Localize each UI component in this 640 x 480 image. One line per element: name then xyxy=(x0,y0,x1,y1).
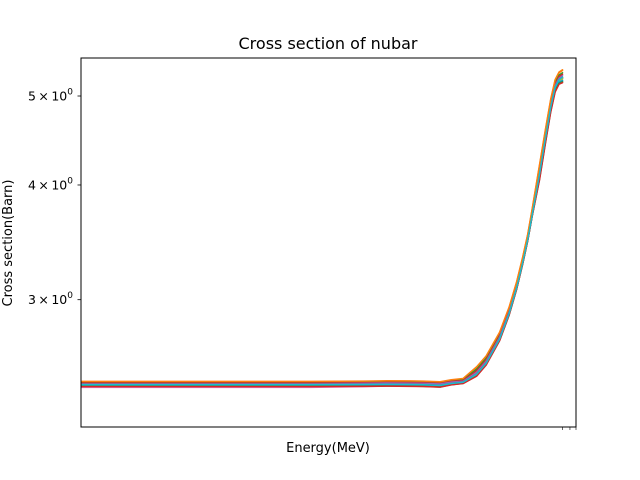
series-line-12 xyxy=(81,69,564,383)
y-tick-label: 5 × 100 xyxy=(28,88,73,104)
series-line-14 xyxy=(81,76,564,387)
x-axis xyxy=(562,427,577,430)
y-axis: 3 × 100 4 × 100 5 × 100 xyxy=(28,88,81,307)
y-tick-label: 3 × 100 xyxy=(28,291,73,307)
chart-title: Cross section of nubar xyxy=(239,34,418,53)
x-axis-label: Energy(MeV) xyxy=(286,441,370,456)
y-tick-label: 4 × 100 xyxy=(28,176,73,192)
y-axis-label: Cross section(Barn) xyxy=(1,180,16,307)
series-line-13 xyxy=(81,81,564,388)
series-layer xyxy=(81,69,564,389)
plot-frame xyxy=(80,57,577,428)
